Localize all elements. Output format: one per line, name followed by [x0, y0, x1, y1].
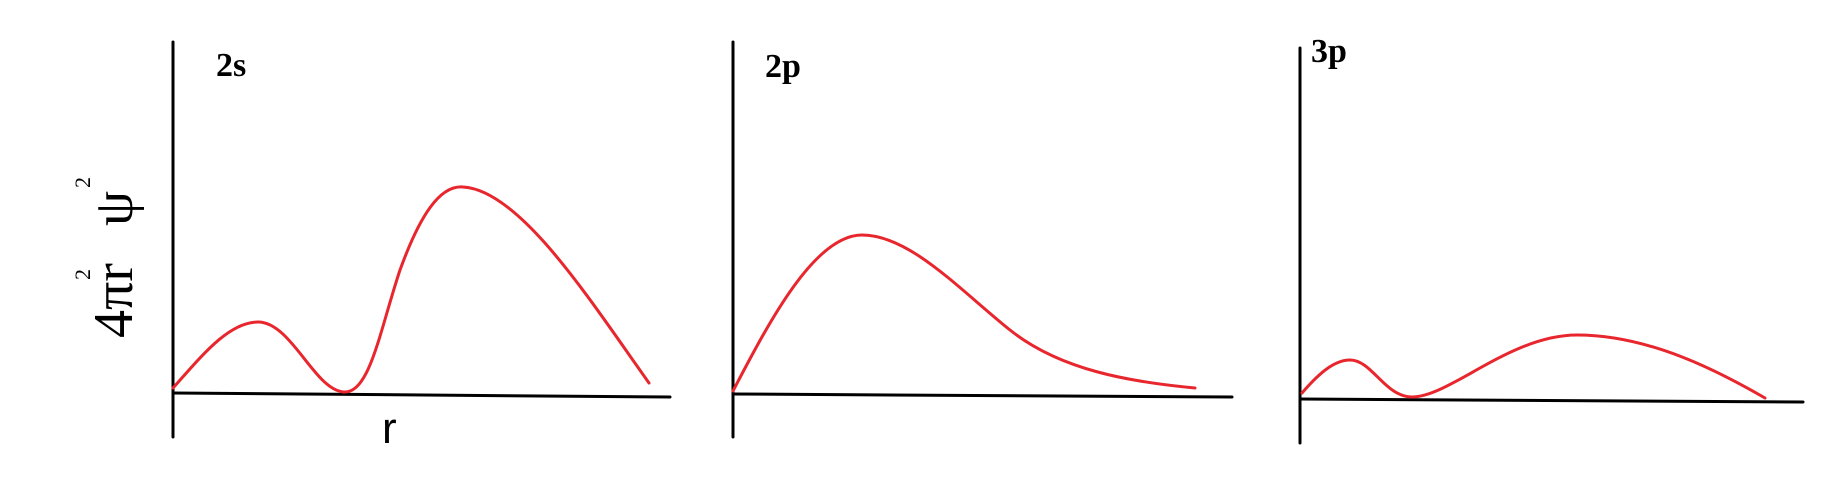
- panel-2s-x-axis: [171, 391, 672, 399]
- panel-2s-curve: [171, 185, 651, 394]
- y-label-r-exponent: 2: [70, 269, 95, 280]
- panel-2s: 2s r: [171, 40, 672, 453]
- y-label-psi: ψ: [83, 191, 145, 226]
- panel-3p: 3p: [1298, 33, 1805, 445]
- x-axis-label: r: [382, 404, 397, 453]
- panel-2p-x-axis: [731, 392, 1234, 399]
- panel-2s-label: 2s: [216, 47, 246, 84]
- panel-2p: 2p: [731, 40, 1234, 439]
- y-label-psi-exponent: 2: [70, 177, 95, 188]
- panel-3p-curve: [1300, 333, 1767, 400]
- panel-3p-label: 3p: [1311, 33, 1347, 70]
- y-axis-label: 4πr 2 ψ 2: [70, 177, 145, 338]
- y-label-prefix: 4πr: [83, 263, 145, 338]
- panel-2p-curve: [731, 233, 1197, 393]
- panel-2p-label: 2p: [765, 48, 801, 85]
- panel-3p-x-axis: [1298, 397, 1805, 404]
